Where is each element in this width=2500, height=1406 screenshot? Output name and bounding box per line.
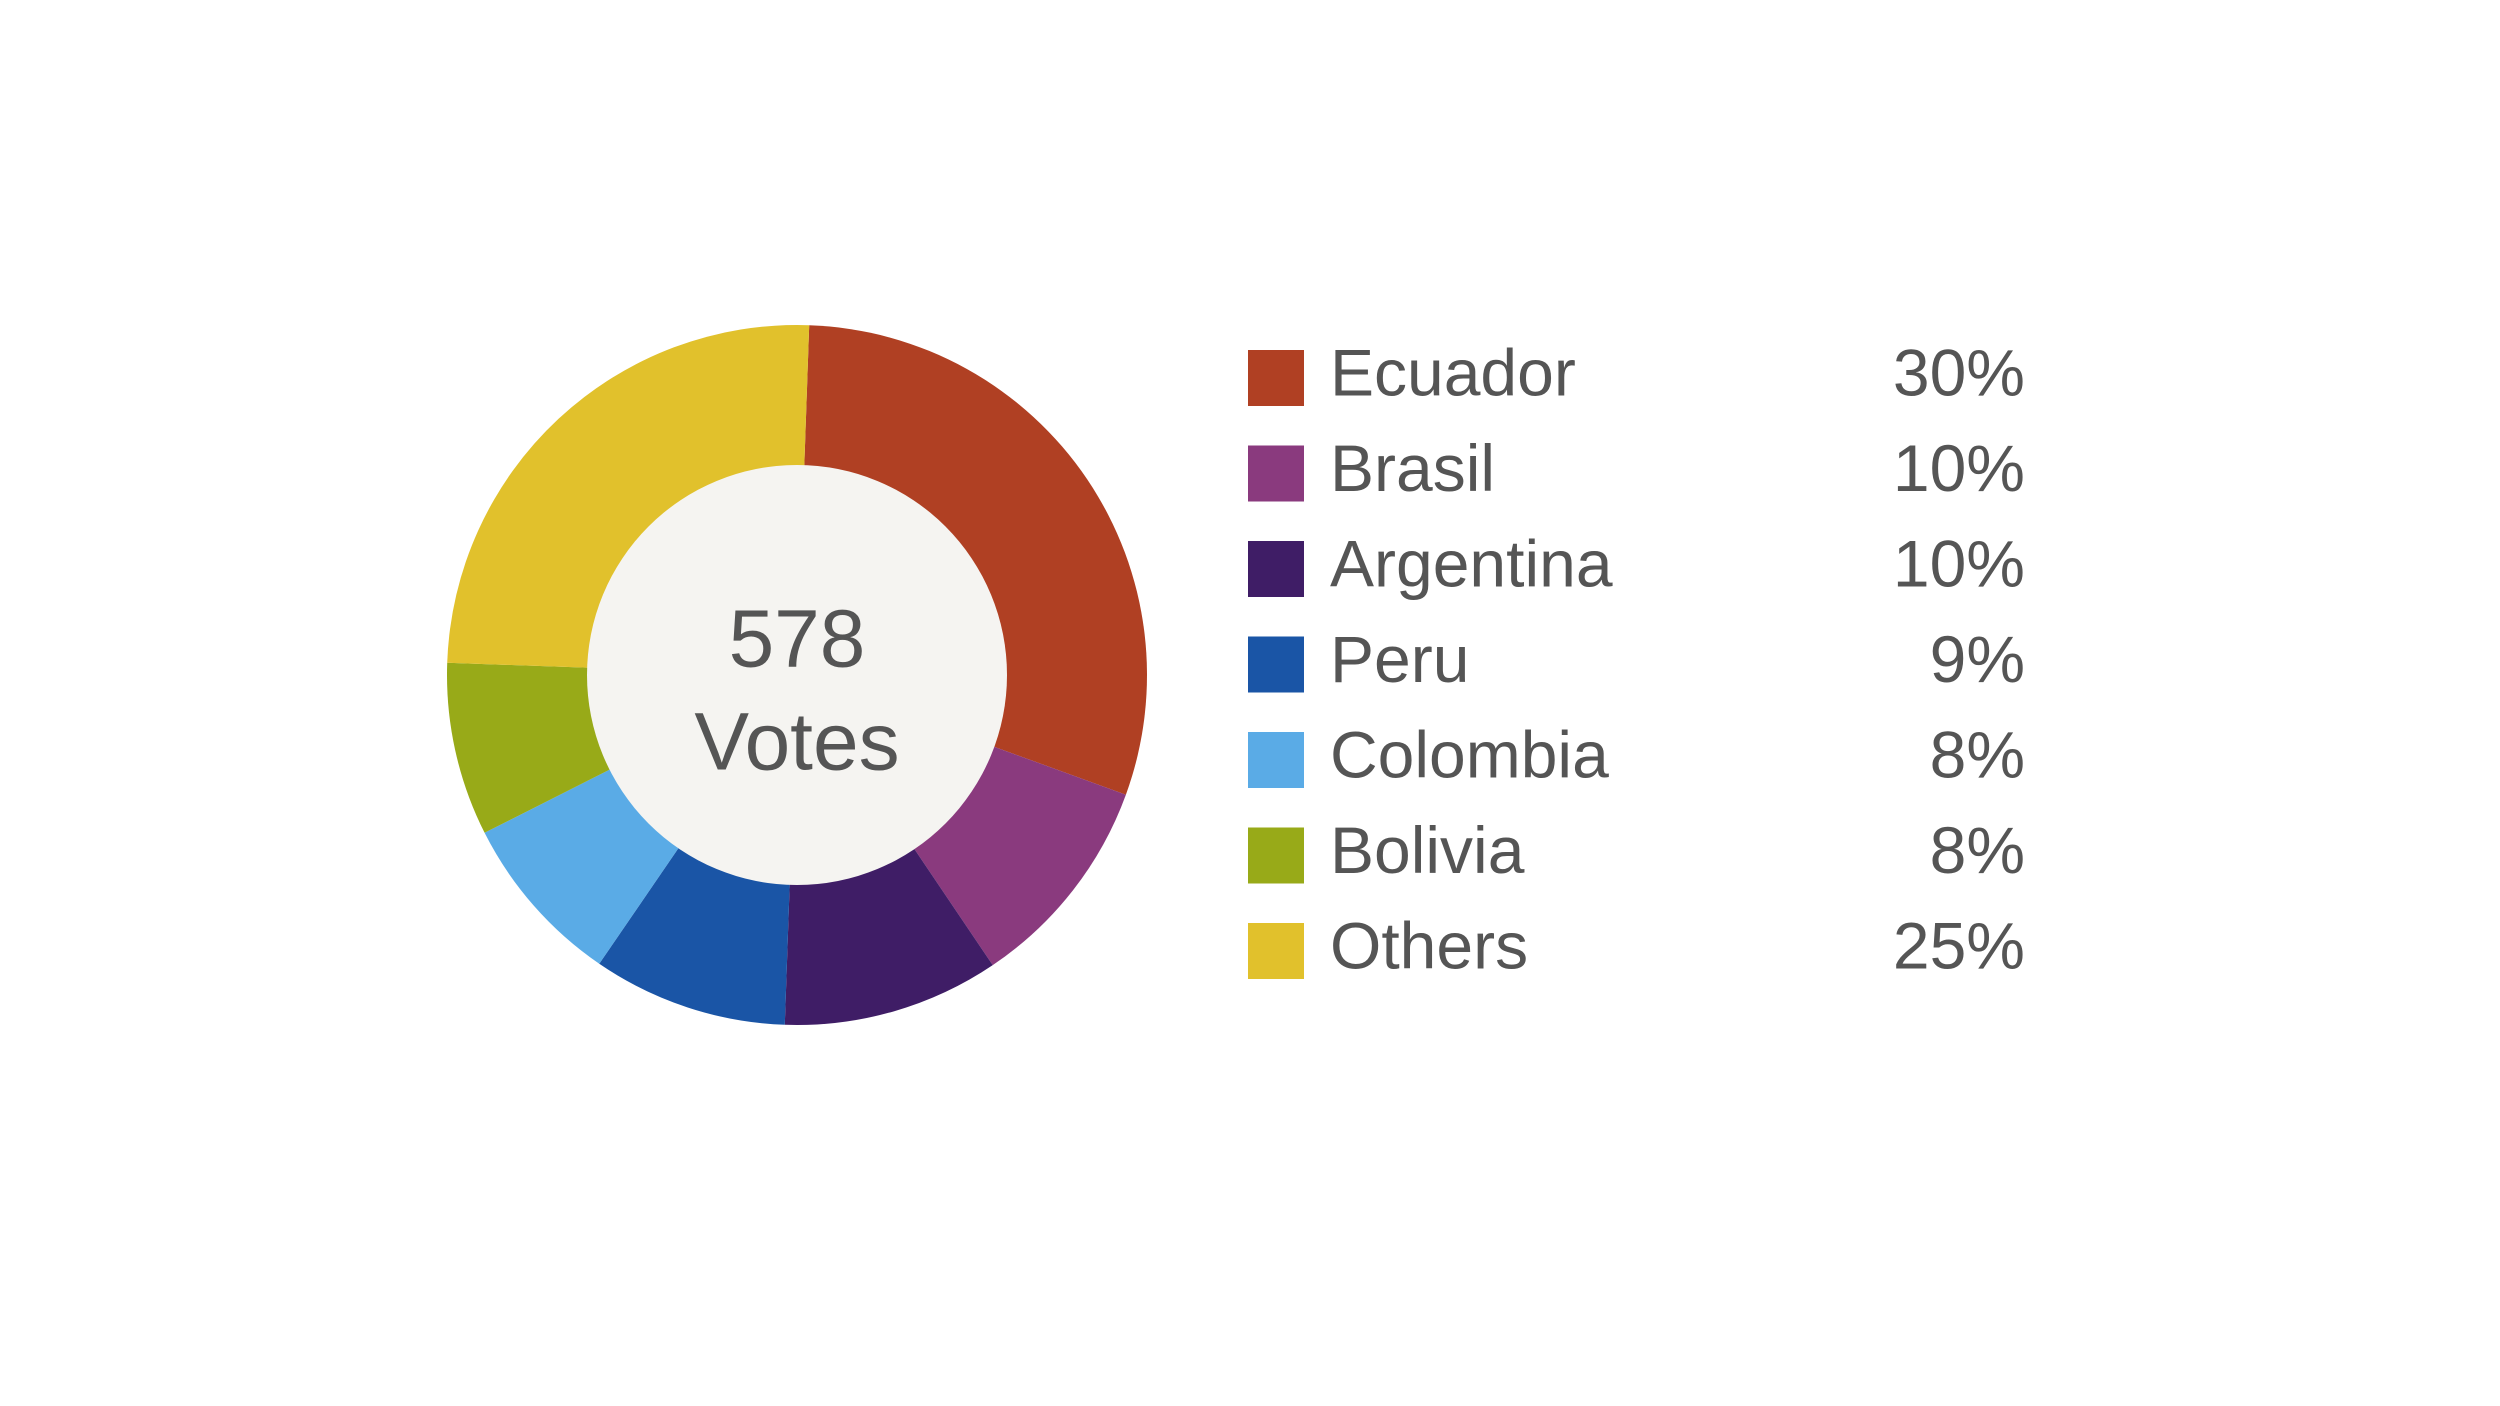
- legend-item-ecuador: Ecuador 30%: [1248, 335, 2025, 409]
- legend-value-bolivia: 8%: [1930, 813, 2025, 887]
- legend-item-brasil: Brasil 10%: [1248, 431, 2025, 505]
- legend-swatch-bolivia: [1248, 827, 1304, 884]
- legend-swatch-peru: [1248, 636, 1304, 693]
- legend-item-others: Others 25%: [1248, 908, 2025, 982]
- legend-label-others: Others: [1330, 908, 1528, 982]
- legend-label-peru: Peru: [1330, 622, 1469, 696]
- legend-value-brasil: 10%: [1893, 431, 2025, 505]
- legend-value-argentina: 10%: [1893, 526, 2025, 600]
- legend-value-colombia: 8%: [1930, 717, 2025, 791]
- center-value: 578: [729, 594, 866, 685]
- legend-swatch-colombia: [1248, 732, 1304, 788]
- donut-center: [587, 465, 1007, 885]
- legend-swatch-brasil: [1248, 445, 1304, 502]
- legend-value-ecuador: 30%: [1893, 335, 2025, 409]
- legend-value-peru: 9%: [1930, 622, 2025, 696]
- legend-swatch-argentina: [1248, 541, 1304, 597]
- legend-label-argentina: Argentina: [1330, 526, 1613, 600]
- legend-swatch-ecuador: [1248, 350, 1304, 406]
- legend-item-colombia: Colombia 8%: [1248, 717, 2025, 791]
- legend-swatch-others: [1248, 923, 1304, 979]
- legend-value-others: 25%: [1893, 908, 2025, 982]
- legend-label-colombia: Colombia: [1330, 717, 1609, 791]
- center-unit: Votes: [694, 697, 899, 788]
- legend-label-bolivia: Bolivia: [1330, 813, 1525, 887]
- legend: Ecuador 30% Brasil 10% Argentina 10% Peru 9% Col…: [1248, 335, 2025, 982]
- legend-label-brasil: Brasil: [1330, 431, 1495, 505]
- legend-item-argentina: Argentina 10%: [1248, 526, 2025, 600]
- legend-item-bolivia: Bolivia 8%: [1248, 813, 2025, 887]
- legend-item-peru: Peru 9%: [1248, 622, 2025, 696]
- legend-label-ecuador: Ecuador: [1330, 335, 1576, 409]
